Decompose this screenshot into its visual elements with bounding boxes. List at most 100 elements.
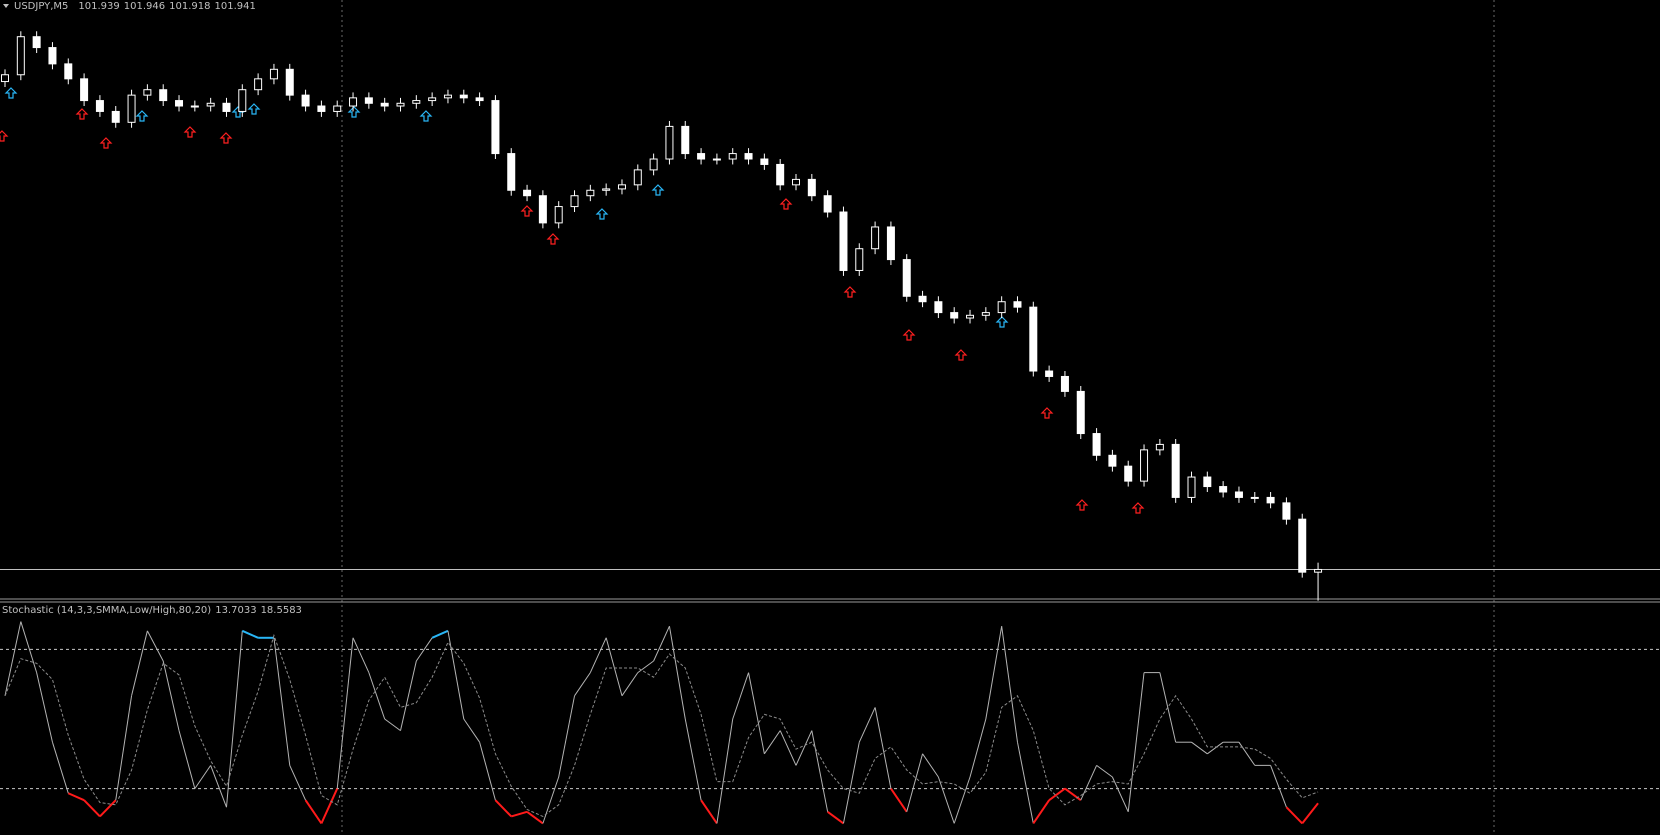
candle-body: [64, 63, 73, 80]
main-line-segment: [811, 730, 829, 812]
sell-arrow: [779, 198, 793, 210]
main-line-segment: [1270, 765, 1287, 808]
candle-body: [1140, 449, 1149, 482]
main-line-segment: [922, 753, 939, 778]
main-line-segment: [763, 730, 781, 755]
candle-body: [839, 211, 848, 271]
candle-body: [317, 105, 326, 112]
main-line-segment: [1238, 741, 1256, 766]
candle-body: [586, 189, 595, 197]
main-line-segment: [1111, 776, 1129, 813]
main-line-segment: [320, 788, 339, 824]
main-line-segment: [779, 730, 797, 766]
candle-body: [333, 105, 342, 112]
candle-body: [1155, 443, 1164, 451]
candle-body: [254, 78, 263, 91]
sell-arrow: [902, 329, 916, 341]
candle-body: [712, 158, 721, 161]
buy-arrow: [135, 110, 149, 122]
candle-body: [285, 68, 294, 96]
main-line-segment: [36, 672, 53, 743]
sell-arrow: [520, 205, 534, 217]
candle-body: [301, 94, 310, 107]
candle-body: [523, 189, 532, 197]
main-line-segment: [589, 637, 607, 673]
main-line-segment: [542, 776, 560, 824]
candle-body: [443, 94, 452, 99]
candle-body: [1060, 375, 1069, 392]
candle-body: [269, 68, 278, 80]
main-line-segment: [621, 672, 639, 697]
candle-body: [728, 153, 737, 160]
sell-arrow: [1131, 502, 1145, 514]
main-line-segment: [494, 799, 512, 818]
indicator-value: 13.7033: [215, 605, 256, 616]
main-line-segment: [684, 718, 702, 801]
main-line-segment: [431, 629, 449, 639]
buy-arrow: [347, 106, 361, 118]
sell-arrow: [183, 126, 197, 138]
main-line-segment: [352, 637, 370, 673]
main-line-segment: [83, 799, 101, 818]
candle-body: [1298, 518, 1307, 573]
menu-triangle: [3, 4, 9, 8]
candle-body: [412, 100, 421, 104]
main-line-segment: [1301, 802, 1319, 825]
buy-arrow: [4, 87, 18, 99]
ohlc-close: 101.941: [214, 1, 255, 12]
candle-body: [1029, 306, 1038, 372]
candle-body: [1124, 465, 1133, 482]
main-line-segment: [479, 742, 496, 801]
candle-body: [1013, 301, 1022, 308]
main-line-segment: [526, 810, 544, 825]
candle-body: [902, 259, 911, 297]
candle-body: [570, 195, 579, 208]
candle-body: [807, 178, 816, 197]
main-line-segment: [732, 672, 750, 720]
candle-body: [428, 97, 437, 102]
indicator-value: 18.5583: [261, 605, 302, 616]
ohlc-high: 101.946: [124, 1, 165, 12]
candle-body: [1219, 486, 1228, 493]
main-line-segment: [637, 660, 654, 674]
main-line-segment: [1080, 765, 1098, 801]
candle-body: [950, 312, 959, 319]
candle-body: [396, 102, 405, 107]
candle-body: [966, 314, 975, 319]
buy-arrow: [247, 103, 261, 115]
main-line-segment: [336, 637, 354, 789]
main-line-segment: [842, 742, 860, 824]
candle-body: [16, 36, 25, 76]
sell-arrow: [1075, 499, 1089, 511]
candle-body: [48, 47, 57, 65]
indicator-title: Stochastic (14,3,3,SMMA,Low/High,80,20): [2, 605, 211, 616]
main-line-segment: [937, 776, 955, 824]
signal-line: [4, 633, 1319, 818]
candle-body: [238, 89, 247, 112]
candle-body: [823, 195, 832, 213]
candle-body: [554, 206, 563, 224]
sell-arrow: [546, 233, 560, 245]
candle-body: [222, 102, 231, 112]
candle-body: [617, 184, 626, 190]
main-line-segment: [1127, 672, 1145, 812]
candle-body: [159, 89, 168, 102]
candle-body: [1, 74, 9, 83]
sell-arrow: [99, 137, 113, 149]
symbol: USDJPY,M5: [14, 1, 68, 12]
main-line-segment: [241, 629, 259, 639]
candle-body: [1266, 496, 1275, 504]
main-line-segment: [99, 799, 117, 818]
main-line-segment: [415, 637, 433, 662]
indicator-header: Stochastic (14,3,3,SMMA,Low/High,80,20) 1…: [2, 605, 302, 616]
candle-body: [206, 102, 215, 107]
candle-body: [32, 36, 41, 49]
candle-body: [1234, 491, 1243, 498]
candle-body: [934, 301, 943, 314]
main-line-segment: [969, 718, 987, 778]
main-line-segment: [20, 621, 38, 673]
candle-body: [649, 158, 658, 171]
